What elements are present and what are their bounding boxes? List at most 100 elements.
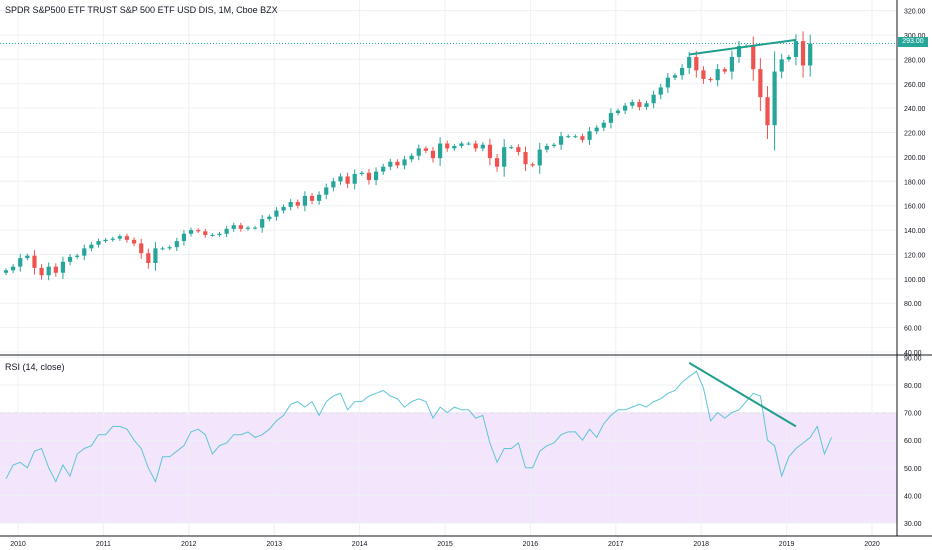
candle-body [772, 71, 777, 126]
rsi-title: RSI (14, close) [5, 362, 65, 372]
candle-body [196, 230, 201, 232]
candle-body [594, 127, 599, 132]
candle-body [808, 43, 813, 66]
candle-body [445, 143, 450, 149]
time-tick-label: 2018 [693, 541, 709, 548]
candle-body [11, 266, 16, 271]
candle-body [487, 144, 493, 159]
candle-body [359, 172, 364, 174]
candle-body [651, 94, 656, 104]
candle-body [530, 164, 535, 166]
candle-body [281, 206, 286, 211]
candle-body [623, 105, 628, 111]
candle-body [758, 69, 763, 98]
candle-body [139, 243, 144, 254]
time-tick-label: 2013 [266, 541, 282, 548]
time-tick-label: 2011 [96, 541, 111, 548]
candle-body [25, 255, 30, 259]
candle-body [110, 238, 115, 240]
price-tick-label: 80.00 [904, 301, 922, 308]
candle-body [224, 228, 229, 234]
candle-body [217, 233, 222, 235]
candle-body [331, 181, 336, 188]
candle-body [174, 241, 179, 248]
candle-body [167, 247, 172, 249]
candle-body [409, 155, 414, 160]
candle-body [630, 102, 635, 106]
candle-body [82, 248, 87, 256]
candle-body [395, 161, 400, 166]
candle-body [502, 147, 507, 167]
candle-body [402, 159, 407, 166]
candle-body [302, 195, 307, 206]
candle-body [146, 253, 151, 263]
rsi-line [5, 370, 832, 483]
candle-body [32, 255, 37, 268]
candle-body [317, 194, 322, 201]
time-tick-label: 2015 [437, 541, 453, 548]
candle-body [452, 145, 457, 149]
chart-title: SPDR S&P500 ETF TRUST S&P 500 ETF USD DI… [5, 5, 278, 15]
candle-body [466, 143, 471, 145]
price-tick-label: 40.00 [904, 350, 922, 357]
rsi-tick-label: 50.00 [904, 466, 922, 473]
candle-body [736, 45, 742, 57]
price-trendline [689, 38, 797, 56]
candle-body [188, 230, 194, 234]
candle-body [288, 202, 293, 207]
candle-body [3, 270, 9, 273]
time-tick-label: 2016 [523, 541, 539, 548]
candle-body [381, 166, 386, 172]
candle-body [260, 219, 265, 228]
rsi-tick-label: 60.00 [904, 438, 922, 445]
price-tick-label: 300.00 [904, 33, 926, 40]
candle-body [89, 244, 94, 249]
rsi-tick-label: 90.00 [904, 355, 922, 362]
price-tick-label: 220.00 [904, 131, 926, 138]
candle-body [231, 225, 236, 229]
candle-body [274, 210, 279, 217]
time-tick-label: 2017 [608, 541, 624, 548]
candle-body [117, 236, 122, 239]
price-tick-label: 260.00 [904, 82, 926, 89]
candle-body [566, 136, 571, 138]
candle-body [587, 131, 592, 140]
time-tick-label: 2014 [352, 541, 368, 548]
rsi-tick-label: 80.00 [904, 383, 922, 390]
candle-body [103, 239, 108, 242]
candle-body [96, 241, 101, 245]
candle-body [366, 172, 372, 181]
candle-body [551, 144, 557, 146]
candle-body [687, 56, 692, 68]
candle-body [345, 176, 350, 184]
candle-body [694, 56, 699, 71]
candle-body [245, 227, 251, 229]
price-tick-label: 320.00 [904, 9, 926, 16]
candle-body [416, 148, 421, 156]
candle-body [715, 69, 720, 81]
candle-body [252, 227, 258, 229]
candle-body [615, 110, 621, 114]
candle-body [324, 187, 329, 195]
candle-body [338, 176, 343, 182]
candle-body [637, 102, 642, 107]
candle-body [679, 67, 685, 76]
candle-body [544, 145, 549, 150]
candle-body [672, 75, 678, 78]
price-tick-label: 280.00 [904, 57, 926, 64]
rsi-tick-label: 40.00 [904, 493, 922, 500]
candle-body [53, 266, 58, 273]
candle-body [75, 255, 80, 257]
candle-body [751, 45, 756, 70]
price-tick-label: 200.00 [904, 155, 926, 162]
price-tick-label: 120.00 [904, 252, 926, 259]
candle-body [644, 103, 649, 107]
candle-body [729, 56, 734, 72]
candle-body [309, 195, 315, 201]
candle-body [494, 158, 500, 167]
candle-body [423, 148, 428, 151]
time-tick-label: 2010 [10, 541, 26, 548]
candle-body [473, 143, 478, 149]
last-price-badge: 293.00 [898, 37, 928, 47]
candle-body [238, 225, 243, 229]
